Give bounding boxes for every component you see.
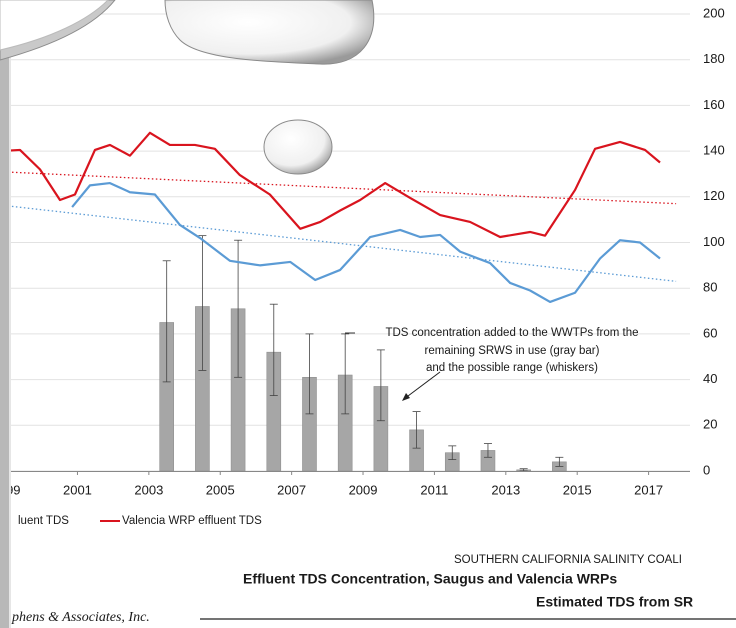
footer-org: SOUTHERN CALIFORNIA SALINITY COALI — [454, 554, 682, 566]
page-curl-inner — [0, 0, 109, 51]
annotation-arrowhead — [402, 393, 410, 401]
x-tick-label: 2003 — [134, 482, 163, 497]
x-tick-label: 2013 — [491, 482, 520, 497]
x-tick-label: 2007 — [277, 482, 306, 497]
y-tick-label: 160 — [703, 97, 725, 112]
x-tick-label: 2017 — [634, 482, 663, 497]
y-tick-label: 120 — [703, 188, 725, 203]
left-frame — [0, 0, 9, 628]
x-tick-label: 2001 — [63, 482, 92, 497]
x-tick-label: 2009 — [349, 482, 378, 497]
legend: luent TDS Valencia WRP effluent TDS — [18, 515, 262, 527]
footer-subtitle: Estimated TDS from SR — [536, 594, 693, 610]
footer-company: phens & Associates, Inc. — [11, 610, 150, 625]
y-tick-label: 60 — [703, 325, 717, 340]
plot-area — [0, 131, 677, 472]
water-drop — [164, 0, 375, 65]
trend-line — [0, 171, 677, 205]
legend-label: Valencia WRP effluent TDS — [122, 515, 262, 527]
legend-label: luent TDS — [18, 515, 69, 527]
grid — [0, 13, 690, 472]
series-line — [0, 131, 661, 239]
series-line — [71, 181, 661, 304]
y-tick-label: 100 — [703, 234, 725, 249]
y-tick-label: 20 — [703, 417, 717, 432]
y-tick-label: 40 — [703, 371, 717, 386]
y-tick-label: 180 — [703, 51, 725, 66]
annotation: TDS concentration added to the WWTPs fro… — [345, 327, 639, 401]
annotation-text: TDS concentration added to the WWTPs fro… — [385, 327, 638, 339]
y-tick-label: 140 — [703, 143, 725, 158]
footer: SOUTHERN CALIFORNIA SALINITY COALI Efflu… — [11, 554, 736, 625]
y-tick-label: 0 — [703, 462, 710, 477]
annotation-text: remaining SRWS in use (gray bar) — [425, 345, 600, 357]
x-tick-label: 2005 — [206, 482, 235, 497]
annotation-arrow — [403, 371, 441, 400]
x-tick-label: 2015 — [563, 482, 592, 497]
water-drop — [263, 119, 333, 175]
x-tick-label: 2011 — [420, 482, 448, 497]
trend-line — [0, 204, 677, 282]
annotation-text: and the possible range (whiskers) — [426, 362, 598, 374]
y-tick-label: 200 — [703, 5, 725, 20]
footer-title: Effluent TDS Concentration, Saugus and V… — [243, 571, 617, 587]
left-frame-edge — [9, 0, 11, 628]
y-tick-label: 80 — [703, 280, 717, 295]
